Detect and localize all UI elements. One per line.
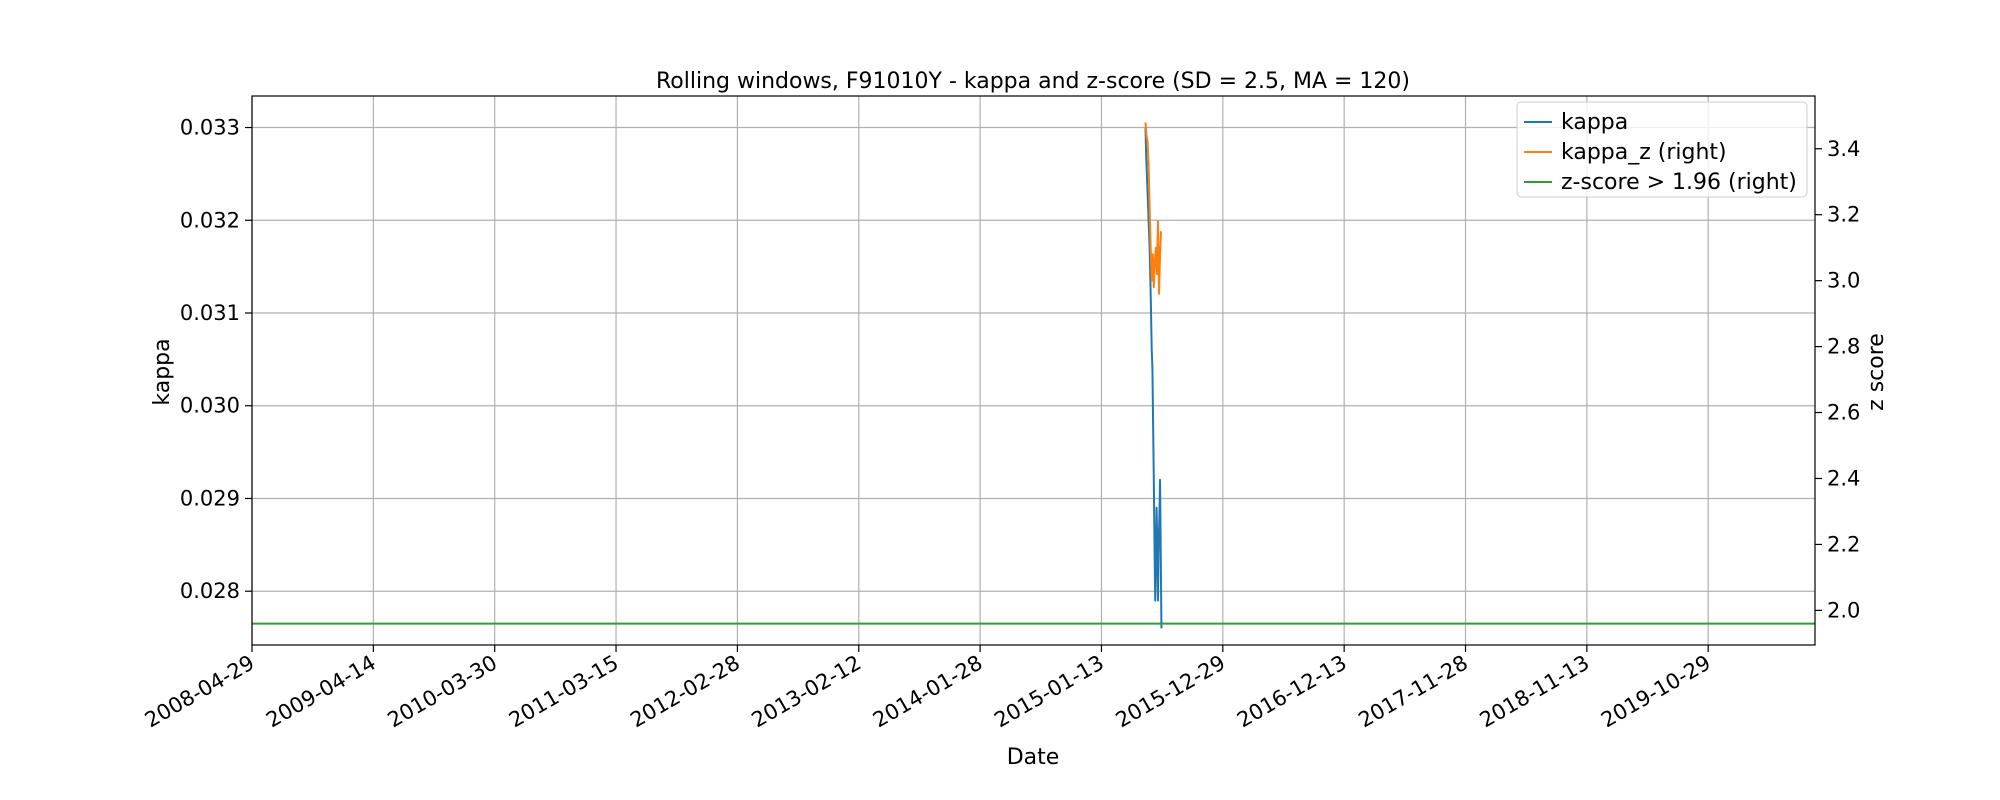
y-tick-label: 0.030 bbox=[180, 394, 240, 418]
y2-tick-label: 2.2 bbox=[1827, 532, 1860, 556]
y2-tick-label: 2.6 bbox=[1827, 401, 1860, 425]
series-kappa-z-line bbox=[1144, 122, 1163, 295]
y-tick-label: 0.031 bbox=[180, 301, 240, 325]
y2-tick-label: 2.0 bbox=[1827, 598, 1860, 622]
y-axis-ticks: 0.028 0.029 0.030 0.031 0.032 0.033 bbox=[180, 116, 252, 603]
y2-tick-label: 2.8 bbox=[1827, 335, 1860, 359]
y2-tick-label: 3.2 bbox=[1827, 203, 1860, 227]
y-tick-label: 0.028 bbox=[180, 579, 240, 603]
y2-axis-ticks: 2.0 2.2 2.4 2.6 2.8 3.0 3.2 3.4 bbox=[1815, 137, 1860, 622]
chart-title: Rolling windows, F91010Y - kappa and z-s… bbox=[656, 69, 1410, 94]
y2-tick-label: 2.4 bbox=[1827, 466, 1860, 490]
legend-label-kappa: kappa bbox=[1561, 110, 1628, 135]
y2-axis-label: z score bbox=[1864, 333, 1889, 411]
y-tick-label: 0.033 bbox=[180, 116, 240, 140]
y-axis-label: kappa bbox=[150, 338, 175, 405]
x-axis-label: Date bbox=[1007, 745, 1060, 770]
y2-tick-label: 3.0 bbox=[1827, 269, 1860, 293]
y-tick-label: 0.032 bbox=[180, 208, 240, 232]
plot-frame bbox=[251, 95, 1816, 646]
legend-label-z-threshold: z-score > 1.96 (right) bbox=[1561, 170, 1797, 195]
series-kappa-line bbox=[1144, 127, 1163, 629]
y-tick-label: 0.029 bbox=[180, 486, 240, 510]
legend: kappa kappa_z (right) z-score > 1.96 (ri… bbox=[1516, 101, 1808, 198]
y2-tick-label: 3.4 bbox=[1827, 137, 1860, 161]
plot-lines bbox=[252, 122, 1815, 629]
legend-box bbox=[1516, 101, 1808, 198]
legend-label-kappa-z: kappa_z (right) bbox=[1561, 140, 1727, 165]
